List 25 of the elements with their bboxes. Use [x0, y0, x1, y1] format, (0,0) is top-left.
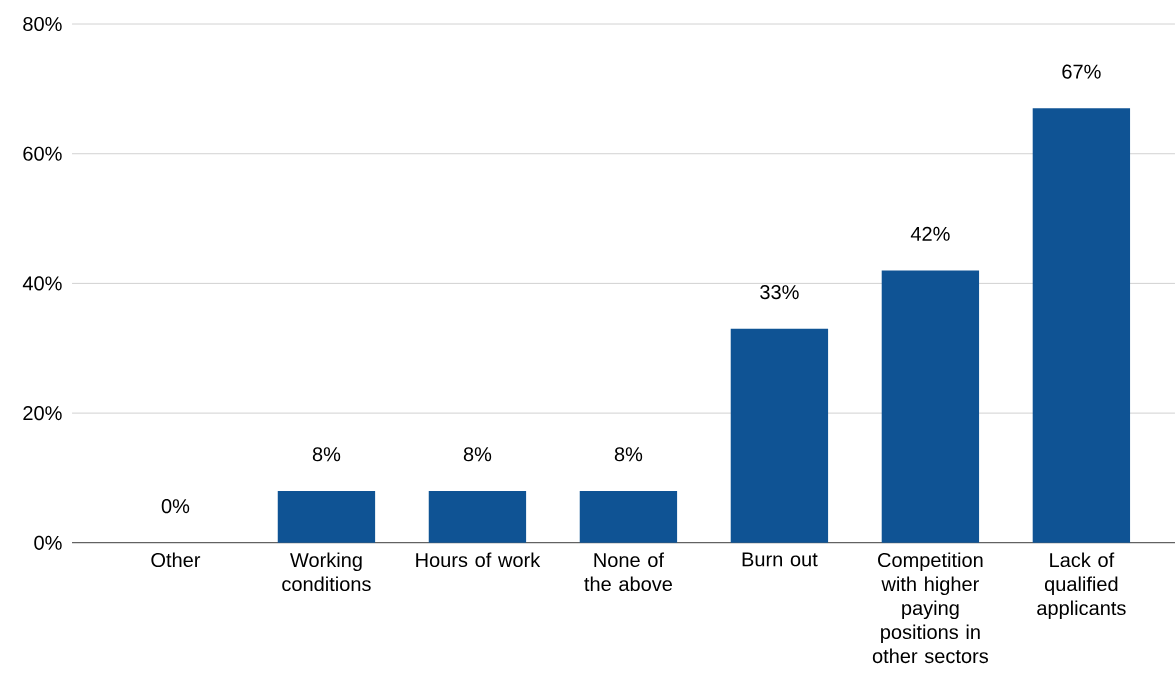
data-label: 8%: [614, 447, 643, 462]
data-label: 33%: [760, 284, 799, 300]
x-tick-label: Hours of work: [416, 552, 541, 568]
x-tick-label: Burn out: [742, 552, 818, 567]
bar: [1032, 108, 1131, 543]
bar: [730, 328, 829, 543]
bar: [277, 490, 376, 543]
y-tick-label: 40%: [22, 276, 62, 291]
bar: [881, 270, 980, 543]
bar: [579, 490, 678, 543]
data-label: 0%: [161, 498, 190, 514]
y-tick-label: 80%: [23, 16, 62, 31]
x-tick-label: Competition with higher paying positions in other sectors: [872, 552, 989, 664]
x-tick-label: Lack of qualified applicants: [1037, 552, 1126, 619]
data-label: 42%: [910, 226, 950, 241]
y-tick-label: 0%: [34, 535, 62, 550]
bar: [428, 490, 527, 543]
data-label: 67%: [1062, 64, 1101, 79]
data-label: 8%: [463, 447, 492, 462]
y-tick-label: 60%: [23, 146, 62, 161]
x-tick-label: Other: [151, 552, 201, 568]
data-label: 8%: [312, 447, 341, 462]
x-tick-label: None of the above: [584, 552, 672, 591]
x-tick-label: Working conditions: [282, 552, 371, 592]
y-tick-label: 20%: [23, 405, 62, 421]
